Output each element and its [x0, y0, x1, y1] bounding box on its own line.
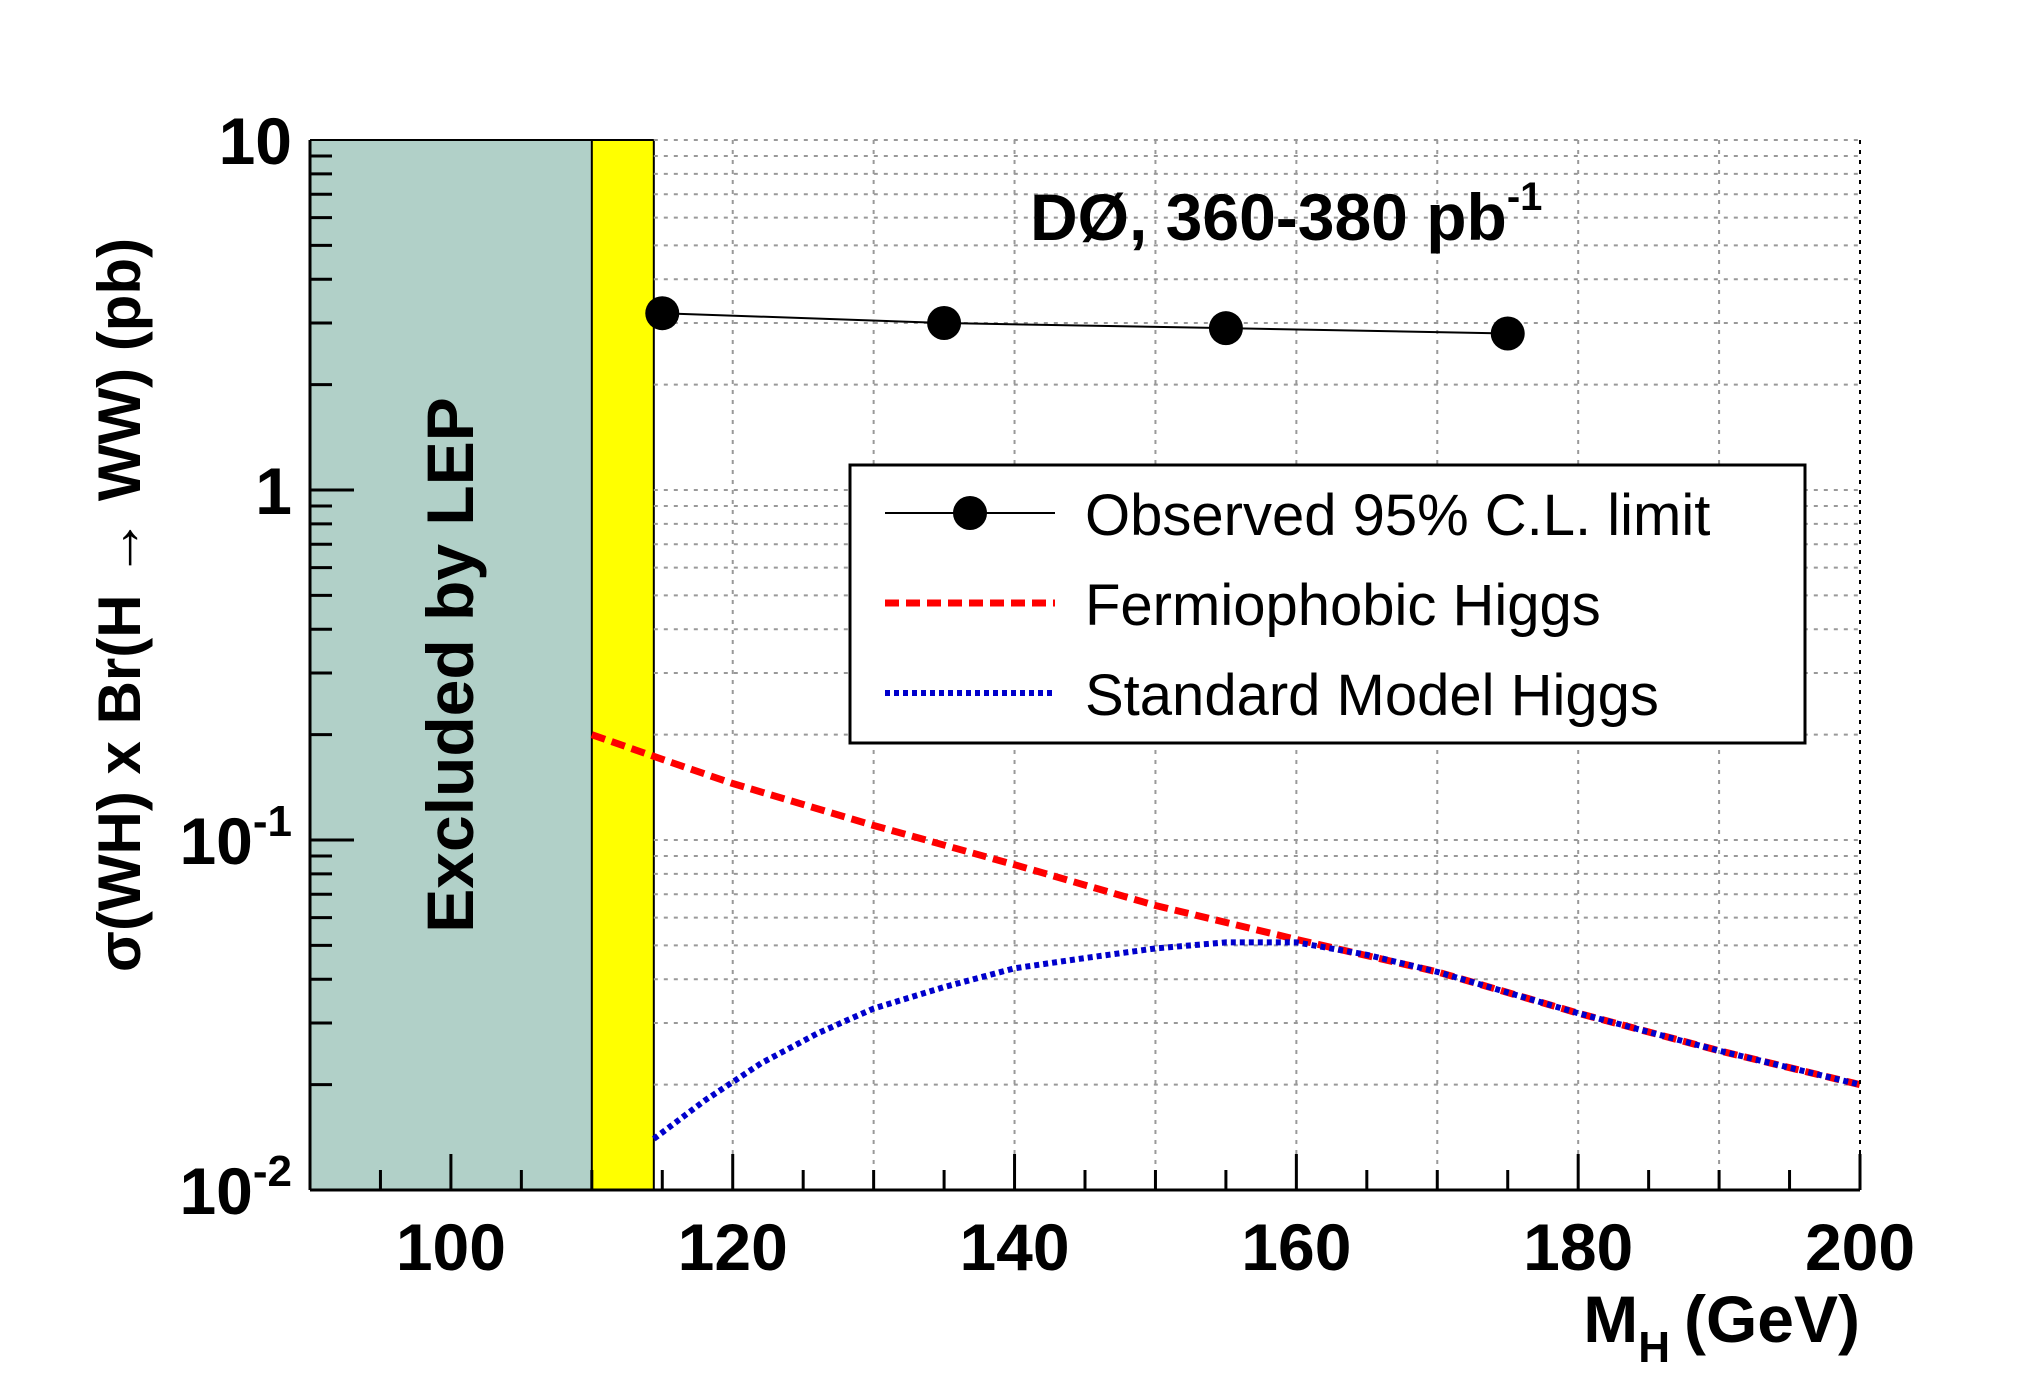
series-line-1: [590, 731, 1861, 1089]
x-tick-label: 120: [678, 1210, 788, 1284]
x-axis-label: MH (GeV): [1583, 1282, 1860, 1372]
data-point-marker: [645, 296, 680, 331]
x-tick-label: 100: [396, 1210, 506, 1284]
x-axis-label-main: M: [1583, 1282, 1638, 1356]
shaded-regions: [310, 140, 655, 1190]
y-tick-label: 10-2: [179, 1147, 292, 1228]
excluded-region-label: Excluded by LEP: [413, 397, 487, 932]
data-point-marker: [1490, 316, 1525, 351]
legend-entry-label: Fermiophobic Higgs: [1085, 573, 1601, 638]
y-tick-label-base: 10: [219, 104, 292, 178]
yellow-band: [591, 140, 654, 1190]
x-axis-label-unit: (GeV): [1684, 1282, 1860, 1356]
legend-box: [848, 463, 1807, 745]
y-tick-label: 1: [255, 454, 292, 528]
data-point-marker: [1208, 311, 1243, 346]
y-axis-label: σ(WH) x Br(H → WW) (pb): [86, 238, 153, 972]
y-tick-label-base: 10: [179, 1154, 252, 1228]
x-tick-label: 180: [1523, 1210, 1633, 1284]
y-tick-label-base: 1: [255, 454, 292, 528]
annotation-superscript: -1: [1507, 175, 1543, 219]
x-tick-label: 200: [1805, 1210, 1915, 1284]
y-tick-label-exponent: -1: [253, 797, 292, 846]
data-series: [590, 296, 1861, 1142]
annotation-text: DØ, 360-380 pb: [1030, 180, 1507, 254]
series-line-0: [662, 312, 1508, 335]
luminosity-annotation: DØ, 360-380 pb-1: [1030, 175, 1542, 254]
x-tick-label: 160: [1241, 1210, 1351, 1284]
legend: Observed 95% C.L. limit Fermiophobic Higg…: [848, 463, 1807, 745]
x-tick-label: 140: [959, 1210, 1069, 1284]
axis-ticks: [310, 154, 1862, 1192]
x-axis-label-sub: H: [1638, 1323, 1670, 1372]
series-line-2: [652, 939, 1861, 1142]
y-tick-label: 10-1: [179, 797, 292, 878]
y-tick-label-base: 10: [179, 804, 252, 878]
legend-swatch-marker: [953, 496, 987, 530]
y-tick-label: 10: [219, 104, 292, 178]
legend-entry-label: Observed 95% C.L. limit: [1085, 483, 1710, 548]
y-tick-label-exponent: -2: [253, 1147, 292, 1196]
data-point-marker: [927, 306, 962, 341]
legend-entry-label: Standard Model Higgs: [1085, 663, 1659, 728]
